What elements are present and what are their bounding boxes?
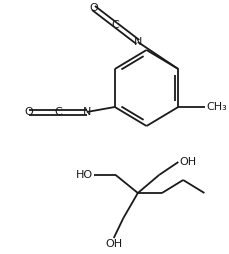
Text: N: N xyxy=(133,37,142,47)
Text: C: C xyxy=(54,107,61,117)
Text: OH: OH xyxy=(179,157,196,167)
Text: N: N xyxy=(82,107,90,117)
Text: O: O xyxy=(25,107,33,117)
Text: HO: HO xyxy=(75,170,92,180)
Text: OH: OH xyxy=(105,239,122,249)
Text: O: O xyxy=(89,3,98,13)
Text: CH₃: CH₃ xyxy=(205,102,226,112)
Text: C: C xyxy=(111,20,119,30)
